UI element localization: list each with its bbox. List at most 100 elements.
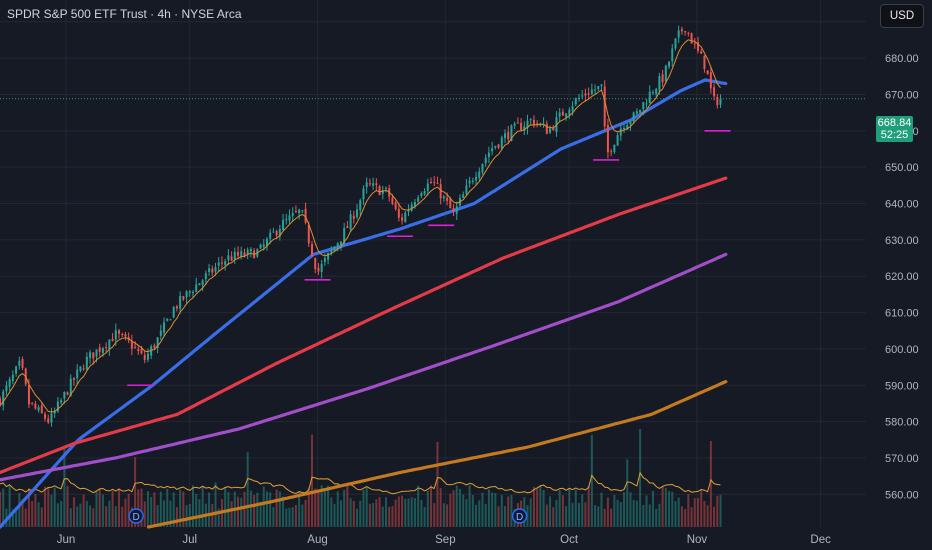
candle-body xyxy=(249,249,252,252)
candle-body xyxy=(40,405,43,413)
volume-bar xyxy=(114,506,117,527)
candle-body xyxy=(95,349,98,357)
price-axis[interactable]: 560.00 570.00 580.00 590.00 600.00 610.00 620.… xyxy=(885,17,919,501)
volume-bar xyxy=(275,489,278,527)
candle-body xyxy=(687,32,690,34)
volume-bar xyxy=(587,486,590,527)
candle-body xyxy=(195,284,198,292)
candle-body xyxy=(449,198,452,209)
volume-bar xyxy=(571,502,574,527)
volume-bar xyxy=(0,491,1,527)
candle-body xyxy=(693,43,696,45)
dividend-marker[interactable] xyxy=(511,508,528,524)
candle-body xyxy=(574,98,577,105)
candle-body xyxy=(60,400,63,403)
last-price-value: 668.84 xyxy=(877,117,912,129)
last-price-tag: 668.84 52:25 xyxy=(876,116,913,142)
candle-body xyxy=(433,181,436,183)
candle-body xyxy=(5,385,8,392)
candle-body xyxy=(201,280,204,285)
x-tick-label: Aug xyxy=(307,534,327,546)
candle-body xyxy=(272,231,275,233)
x-tick-label: Oct xyxy=(560,534,579,546)
volume-bar xyxy=(140,488,143,527)
symbol-title[interactable]: SPDR S&P 500 ETF Trust · 4h · NYSE Arca xyxy=(7,7,242,21)
candle-body xyxy=(69,378,72,396)
candle-body xyxy=(452,208,455,212)
y-tick-label: 600.00 xyxy=(885,344,919,356)
volume-bar xyxy=(635,500,638,527)
candle-body xyxy=(384,187,387,189)
candle-body xyxy=(237,252,240,256)
volume-bar xyxy=(626,459,629,527)
volume-bar xyxy=(504,506,506,527)
volume-bar xyxy=(50,494,53,527)
swing-low-markers xyxy=(127,130,731,387)
currency-button[interactable]: USD xyxy=(880,4,924,28)
candle-body xyxy=(658,76,661,91)
candle-body xyxy=(140,349,143,354)
candle-body xyxy=(224,261,227,265)
volume-bar xyxy=(269,492,272,527)
volume-bar xyxy=(478,500,481,527)
volume-bar xyxy=(684,509,687,527)
volume-bar xyxy=(494,493,497,527)
volume-bar xyxy=(378,497,381,527)
candle-body xyxy=(185,291,188,298)
volume-bar xyxy=(320,485,323,527)
candle-body xyxy=(668,61,671,67)
volume-bar xyxy=(118,488,121,527)
volume-bar xyxy=(317,491,320,527)
volume-bar xyxy=(182,491,185,527)
volume-bar xyxy=(574,489,577,527)
volume-bar xyxy=(645,495,648,527)
dividend-marker[interactable] xyxy=(128,508,144,524)
volume-bar xyxy=(327,485,330,527)
x-tick-label: Jun xyxy=(57,534,76,546)
candle-body xyxy=(137,349,140,352)
volume-bar xyxy=(452,490,455,527)
volume-bar xyxy=(101,494,104,527)
volume-bar xyxy=(56,503,59,527)
volume-bar xyxy=(92,508,95,527)
volume-bar xyxy=(8,485,11,527)
candle-body xyxy=(372,183,375,186)
volume-bar xyxy=(37,502,40,527)
candle-body xyxy=(526,120,529,128)
candles[interactable] xyxy=(0,25,722,427)
candle-body xyxy=(159,330,162,336)
candle-body xyxy=(520,122,523,131)
volume-bar xyxy=(323,488,326,527)
candle-body xyxy=(709,72,712,89)
volume-bar xyxy=(436,441,439,527)
candle-body xyxy=(101,348,104,354)
volume-bar xyxy=(407,498,410,527)
volume-bar xyxy=(301,504,304,527)
candle-body xyxy=(577,97,580,100)
candle-body xyxy=(549,128,552,133)
x-tick-label: Dec xyxy=(810,534,831,546)
volume-bar xyxy=(294,504,297,527)
volume-bar xyxy=(372,503,375,527)
candle-body xyxy=(304,208,307,223)
time-axis[interactable]: Jun Jul Aug Sep Oct Nov Dec xyxy=(57,534,831,546)
volume-bar xyxy=(693,498,696,527)
y-tick-label: 640.00 xyxy=(885,199,919,211)
volume-bar xyxy=(703,501,706,527)
volume-bar xyxy=(468,485,471,527)
volume-bar xyxy=(539,485,542,527)
volume-bar xyxy=(709,441,712,527)
volume-bar xyxy=(175,507,178,527)
candle-body xyxy=(356,209,359,218)
candle-body xyxy=(72,378,75,380)
candle-body xyxy=(301,210,304,212)
candle-body xyxy=(603,86,606,127)
candle-body xyxy=(169,319,172,321)
candle-body xyxy=(491,148,494,152)
volume-bar xyxy=(510,494,513,527)
candle-body xyxy=(481,163,484,173)
volume-bar xyxy=(237,496,240,527)
